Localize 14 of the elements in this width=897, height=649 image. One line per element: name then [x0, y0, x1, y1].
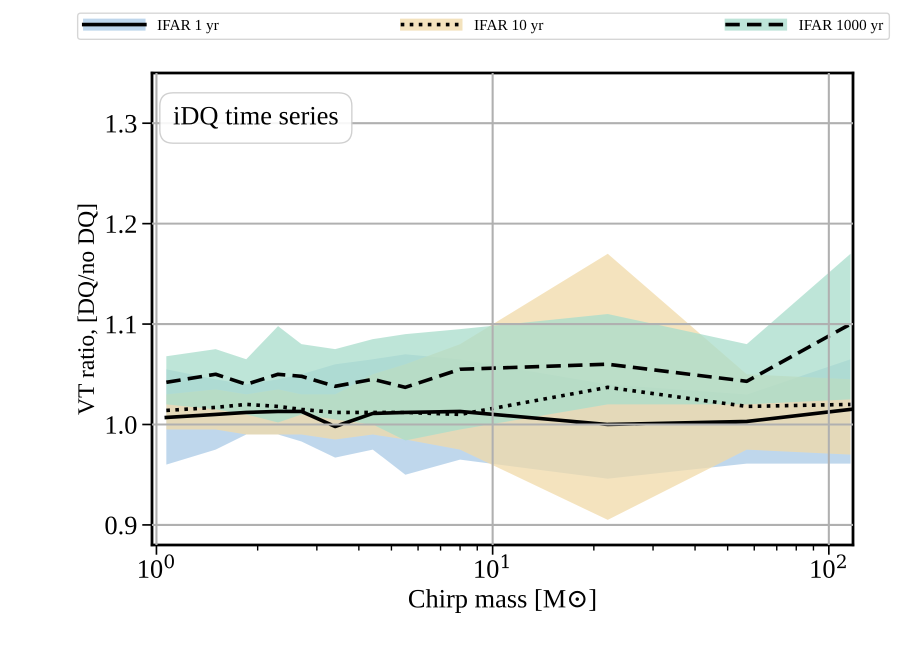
x-tick-label: 10$^{0}$ [139, 554, 174, 578]
y-tick-label: 1.2 [106, 215, 136, 234]
y-tick-label: 1.3 [106, 114, 136, 133]
legend-label: IFAR 1 yr [158, 20, 219, 34]
y-tick-label: 0.9 [105, 516, 136, 534]
y-axis-title: VT ratio, [DQ/no DQ] [77, 204, 98, 415]
x-tick-label: 10$^{2}$ [811, 554, 846, 578]
y-tick-label: 1.0 [106, 416, 136, 434]
annotation: iDQ time series [174, 106, 338, 129]
y-tick-label: 1.1 [106, 316, 136, 334]
x-tick-label: 10$^{1}$ [475, 554, 509, 578]
x-axis-title: Chirp mass [M⊙] [408, 589, 596, 613]
legend-label: IFAR 1000 yr [799, 20, 884, 34]
legend-label: IFAR 10 yr [474, 20, 544, 34]
